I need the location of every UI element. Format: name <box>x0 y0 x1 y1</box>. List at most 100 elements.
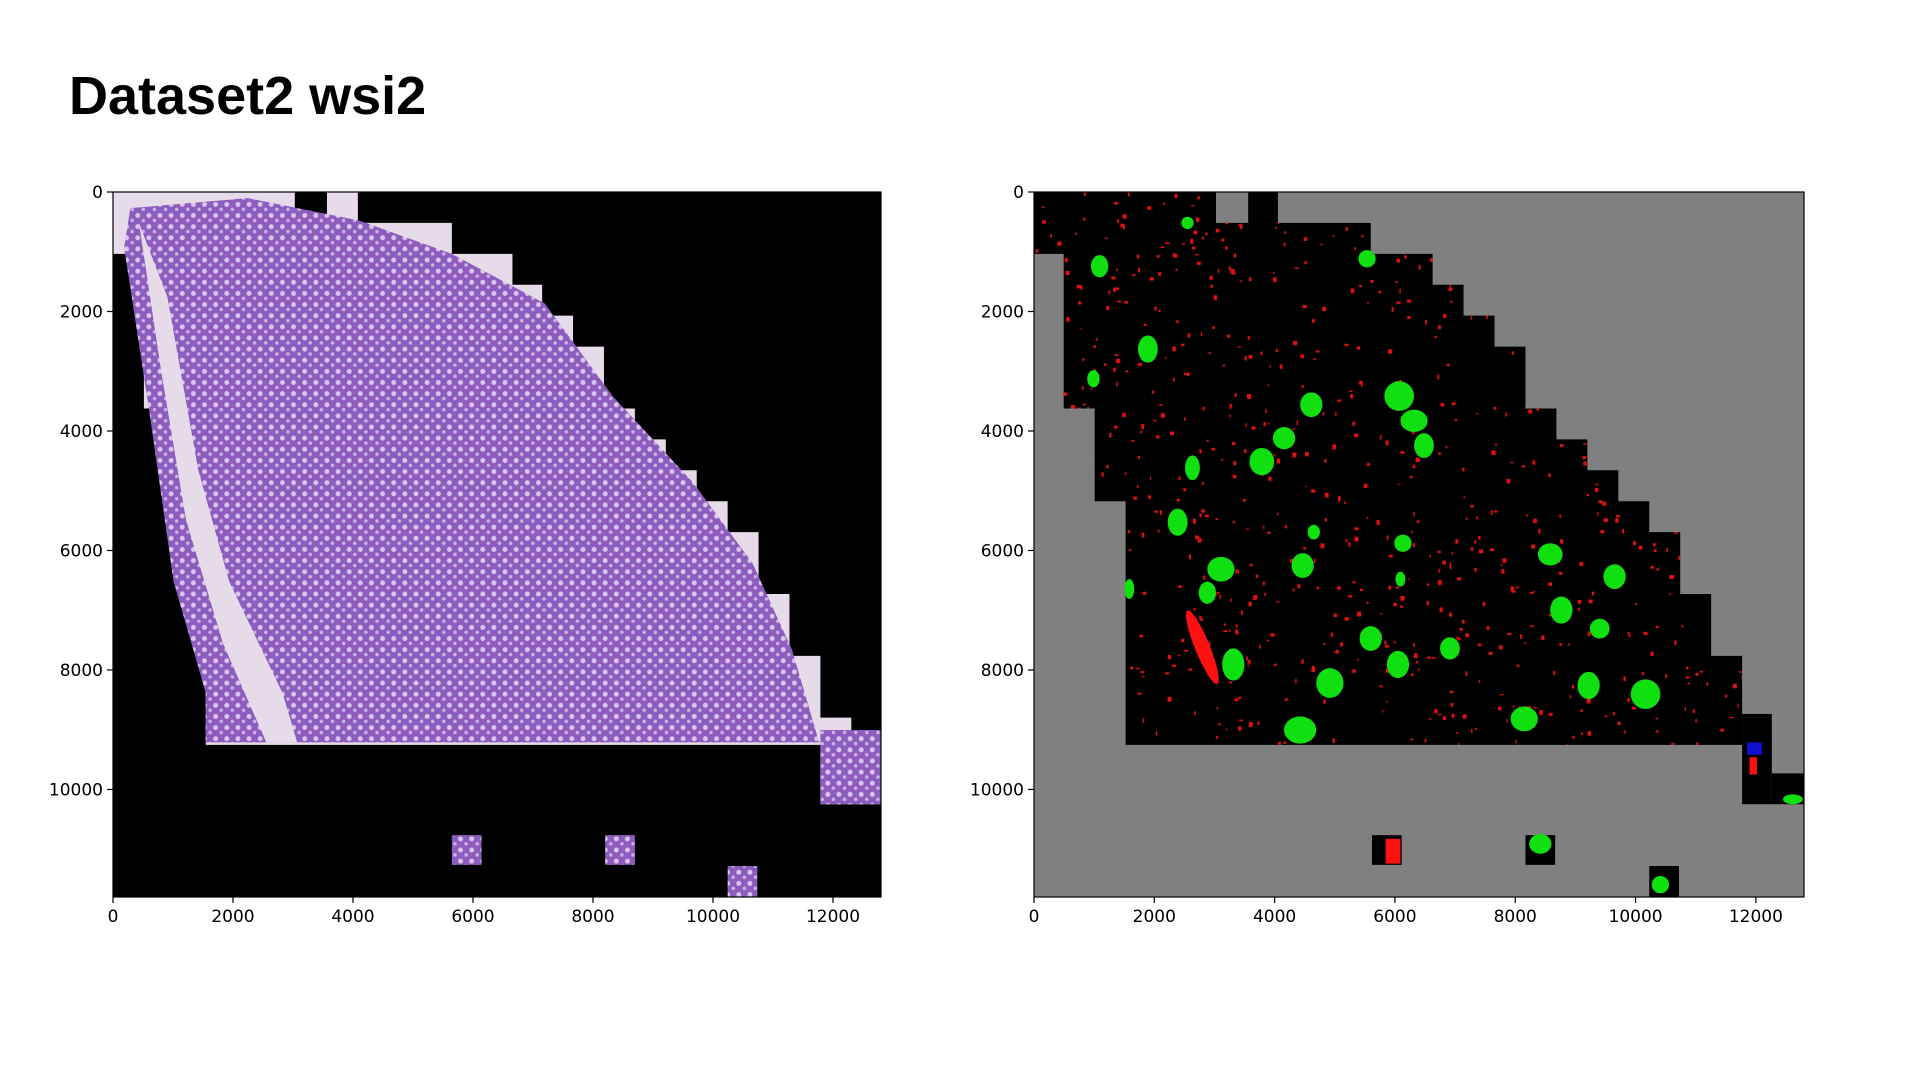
speck <box>1548 613 1553 617</box>
speck <box>1124 472 1127 476</box>
speck <box>1162 202 1165 205</box>
speck <box>1244 449 1247 453</box>
speck <box>1235 629 1239 635</box>
speck <box>1388 585 1392 590</box>
speck <box>1476 412 1479 415</box>
speck <box>1203 575 1206 580</box>
speck <box>1320 543 1325 549</box>
speck <box>1455 732 1458 734</box>
speck <box>1292 588 1295 592</box>
speck <box>1411 673 1414 677</box>
speck <box>1634 603 1638 606</box>
speck <box>1560 539 1564 544</box>
speck <box>1221 458 1224 461</box>
speck <box>1526 514 1529 517</box>
speck <box>1272 272 1275 274</box>
speck <box>1240 225 1243 230</box>
speck <box>1172 253 1178 258</box>
speck <box>1456 636 1459 640</box>
speck <box>1360 588 1363 592</box>
speck <box>1429 554 1431 558</box>
speck <box>1127 192 1130 197</box>
glomerulus-blob <box>1550 596 1573 624</box>
speck <box>1462 714 1467 719</box>
speck <box>1695 672 1699 676</box>
glomerulus-blob <box>1087 370 1100 388</box>
speck <box>1474 727 1478 730</box>
speck <box>1498 706 1502 711</box>
speck <box>1332 738 1335 744</box>
speck <box>1429 718 1432 721</box>
speck <box>1344 343 1349 347</box>
speck <box>1643 631 1647 635</box>
speck <box>1149 277 1154 281</box>
speck <box>1174 193 1178 199</box>
speck <box>1442 560 1446 565</box>
speck <box>1231 271 1236 275</box>
speck <box>1122 412 1126 418</box>
speck <box>1213 295 1218 301</box>
y-tick-label: 6000 <box>981 541 1024 561</box>
speck <box>1450 300 1453 303</box>
x-tick-label: 2000 <box>1133 907 1176 927</box>
speck <box>1332 444 1336 450</box>
speck <box>1247 664 1249 667</box>
speck <box>1591 591 1595 596</box>
speck <box>1181 243 1186 245</box>
speck <box>1190 238 1194 244</box>
speck <box>1572 684 1575 689</box>
speck <box>1539 710 1543 715</box>
speck <box>1350 288 1355 294</box>
speck <box>1738 671 1743 673</box>
speck <box>1313 558 1316 564</box>
speck <box>1209 275 1213 280</box>
speck <box>1385 645 1390 648</box>
speck <box>1332 234 1335 237</box>
speck <box>1216 735 1218 739</box>
speck <box>1386 535 1389 541</box>
speck <box>1139 634 1143 638</box>
speck <box>1587 731 1592 736</box>
speck <box>1411 530 1413 534</box>
x-tick-label: 12000 <box>1729 907 1783 927</box>
speck <box>1510 461 1514 464</box>
speck <box>1724 694 1728 698</box>
speck <box>1624 730 1626 735</box>
speck <box>1175 268 1178 272</box>
speck <box>1638 545 1643 550</box>
speck <box>1201 482 1204 485</box>
speck <box>1669 575 1673 579</box>
speck <box>1478 679 1480 683</box>
speck <box>1229 403 1232 409</box>
speck <box>1323 643 1326 646</box>
speck <box>1344 501 1346 504</box>
speck <box>1627 631 1630 634</box>
speck <box>1103 363 1107 366</box>
speck <box>1154 306 1157 311</box>
speck <box>1548 473 1551 478</box>
speck <box>1263 525 1265 530</box>
speck <box>1533 707 1538 709</box>
speck <box>1278 741 1282 745</box>
speck <box>1194 711 1196 716</box>
speck <box>1338 497 1341 503</box>
speck <box>1274 663 1277 667</box>
speck <box>1491 450 1496 456</box>
speck <box>1137 267 1141 273</box>
speck <box>1313 358 1317 360</box>
speck <box>1133 496 1137 500</box>
speck <box>1154 510 1159 513</box>
speck <box>1656 568 1660 571</box>
speck <box>1240 280 1243 283</box>
speck <box>1285 525 1287 529</box>
speck <box>1181 638 1185 643</box>
speck <box>1169 431 1174 435</box>
speck <box>1434 709 1438 714</box>
speck <box>1681 625 1684 628</box>
x-tick-label: 12000 <box>806 907 860 927</box>
speck <box>1124 301 1128 304</box>
speck <box>1558 561 1561 563</box>
speck <box>1074 232 1077 235</box>
speck <box>1142 591 1147 595</box>
speck <box>1455 539 1459 544</box>
